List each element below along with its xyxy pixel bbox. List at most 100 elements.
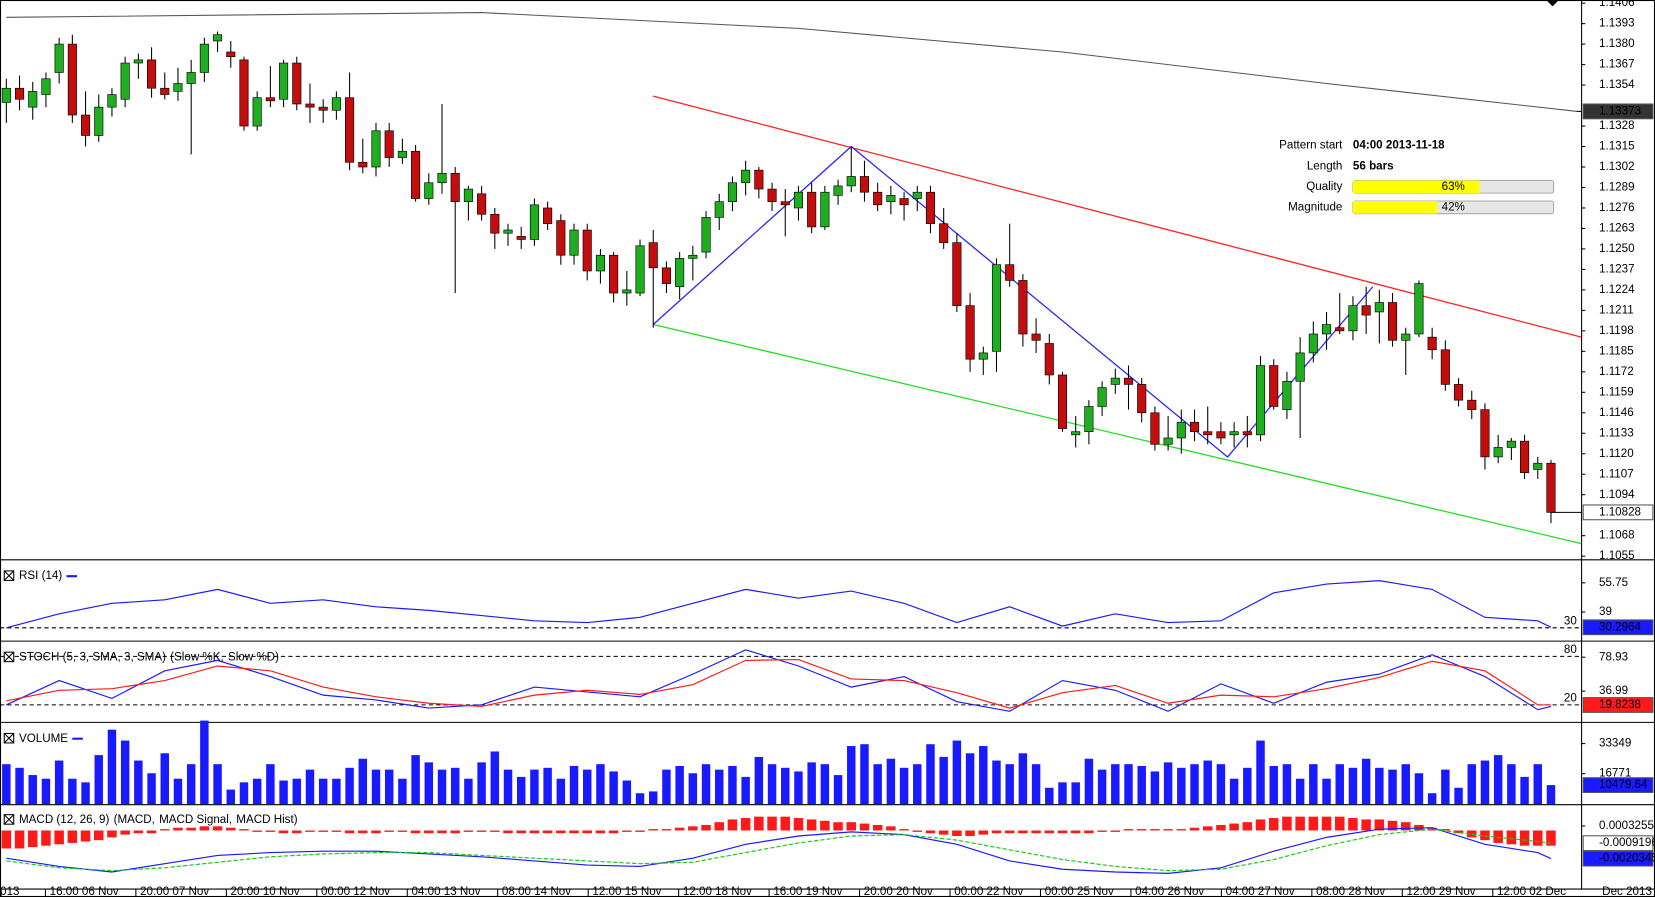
macd-hist-bar <box>569 830 579 834</box>
volume-bar <box>398 778 407 805</box>
volume-bar <box>384 769 394 805</box>
volume-bar <box>860 744 869 805</box>
y-tick-label: 1.1146 <box>1599 406 1634 419</box>
y-tick-label: 1.1276 <box>1599 201 1635 214</box>
volume-bar <box>886 758 896 805</box>
macd-hist-bar <box>556 830 566 834</box>
candle-body <box>569 229 579 256</box>
volume-bar <box>1322 778 1331 805</box>
volume-bar <box>1467 764 1476 805</box>
macd-hist-bar <box>688 826 698 831</box>
macd-hist-bar <box>437 830 447 834</box>
macd-hist-bar <box>1308 816 1319 831</box>
volume-bar <box>569 765 579 805</box>
candle-body <box>952 242 962 306</box>
macd-hist-bar <box>344 830 355 834</box>
volume-bar <box>1441 769 1450 805</box>
volume-bar <box>662 769 671 805</box>
y-tick-label: 1.1120 <box>1599 447 1634 460</box>
x-tick-label: 12:00 18 Nov <box>683 885 752 897</box>
x-tick-label: 04:00 26 Nov <box>1135 885 1204 897</box>
candle-body <box>265 97 275 102</box>
candle-body <box>1203 431 1213 436</box>
macd-hist-bar <box>674 827 685 831</box>
candle-body <box>1321 324 1332 335</box>
stoch-line <box>6 649 1552 712</box>
volume-bar <box>1361 758 1371 805</box>
volume-bar <box>1058 782 1067 805</box>
volume-bar <box>1414 773 1424 805</box>
candle-body <box>675 258 685 288</box>
volume-bar <box>873 764 882 805</box>
candle-body <box>1533 462 1543 470</box>
candle-body <box>595 254 605 272</box>
volume-bar <box>701 764 711 805</box>
y-tick-label: 1.1237 <box>1599 262 1635 275</box>
macd-hist-bar <box>1176 829 1187 831</box>
candle-body <box>1150 412 1160 445</box>
macd-hist-bar <box>727 819 738 831</box>
volume-bar <box>556 778 566 805</box>
volume-bar <box>1190 764 1199 805</box>
macd-hist-bar <box>1057 830 1068 834</box>
candle-body <box>279 62 289 100</box>
pattern-resistance <box>653 95 1582 338</box>
volume-bar <box>239 782 249 805</box>
volume-bar <box>1546 785 1556 805</box>
candle-body <box>1189 421 1200 433</box>
macd-hist-bar <box>622 830 632 832</box>
volume-bar <box>1256 740 1265 805</box>
macd-hist-bar <box>1546 830 1556 846</box>
macd-hist-bar <box>186 827 196 831</box>
candle-body <box>820 191 830 228</box>
info-label: Quality <box>1306 180 1342 193</box>
candle-body <box>1242 431 1252 436</box>
volume-bar <box>992 760 1001 805</box>
volume-bar <box>596 764 605 805</box>
volume-bar <box>200 720 209 805</box>
y-tick-label: 1.1328 <box>1599 119 1635 132</box>
last-value-label: -0.0020345 <box>1599 852 1655 865</box>
volume-bar <box>609 771 618 805</box>
candle-body <box>1018 280 1028 335</box>
candle-body <box>1480 409 1490 458</box>
macd-hist-bar <box>1018 830 1028 834</box>
x-tick-label: 08:00 14 Nov <box>502 885 571 897</box>
macd-hist-bar <box>635 830 645 832</box>
y-tick-label: 1.1068 <box>1599 529 1635 542</box>
volume-bar <box>186 764 196 805</box>
volume-bar <box>292 778 302 805</box>
macd-hist-bar <box>239 829 249 831</box>
macd-hist-bar <box>608 830 619 834</box>
volume-bar <box>530 769 539 805</box>
candle-body <box>318 106 328 111</box>
volume-bar <box>252 778 262 805</box>
candle-body <box>292 62 302 105</box>
volume-bar <box>332 778 341 805</box>
candle-body <box>14 87 25 100</box>
volume-bar <box>913 764 922 805</box>
x-tick-label: 12:00 02 Dec <box>1497 885 1566 897</box>
last-value-label: 30.2964 <box>1599 620 1642 633</box>
volume-bar <box>926 744 935 805</box>
candle-body <box>609 254 619 294</box>
volume-bar <box>1045 787 1054 805</box>
volume-bar <box>1018 753 1028 805</box>
volume-bar <box>1388 769 1397 805</box>
y-tick-label: 55.75 <box>1599 576 1628 589</box>
volume-bar <box>715 769 724 805</box>
macd-hist-bar <box>93 830 104 841</box>
moving-average <box>6 12 1578 112</box>
volume-bar <box>1031 764 1041 805</box>
candle-body <box>397 150 407 158</box>
macd-hist-bar <box>1163 829 1173 831</box>
candle-body <box>463 188 473 202</box>
info-bar <box>1352 201 1438 214</box>
candle-body <box>147 59 157 89</box>
candle-body <box>371 130 381 168</box>
volume-bar <box>781 767 790 805</box>
candle-body <box>767 188 777 202</box>
candle-body <box>899 198 909 206</box>
last-value-label: 19.8238 <box>1599 698 1641 711</box>
volume-bar <box>1243 767 1252 805</box>
